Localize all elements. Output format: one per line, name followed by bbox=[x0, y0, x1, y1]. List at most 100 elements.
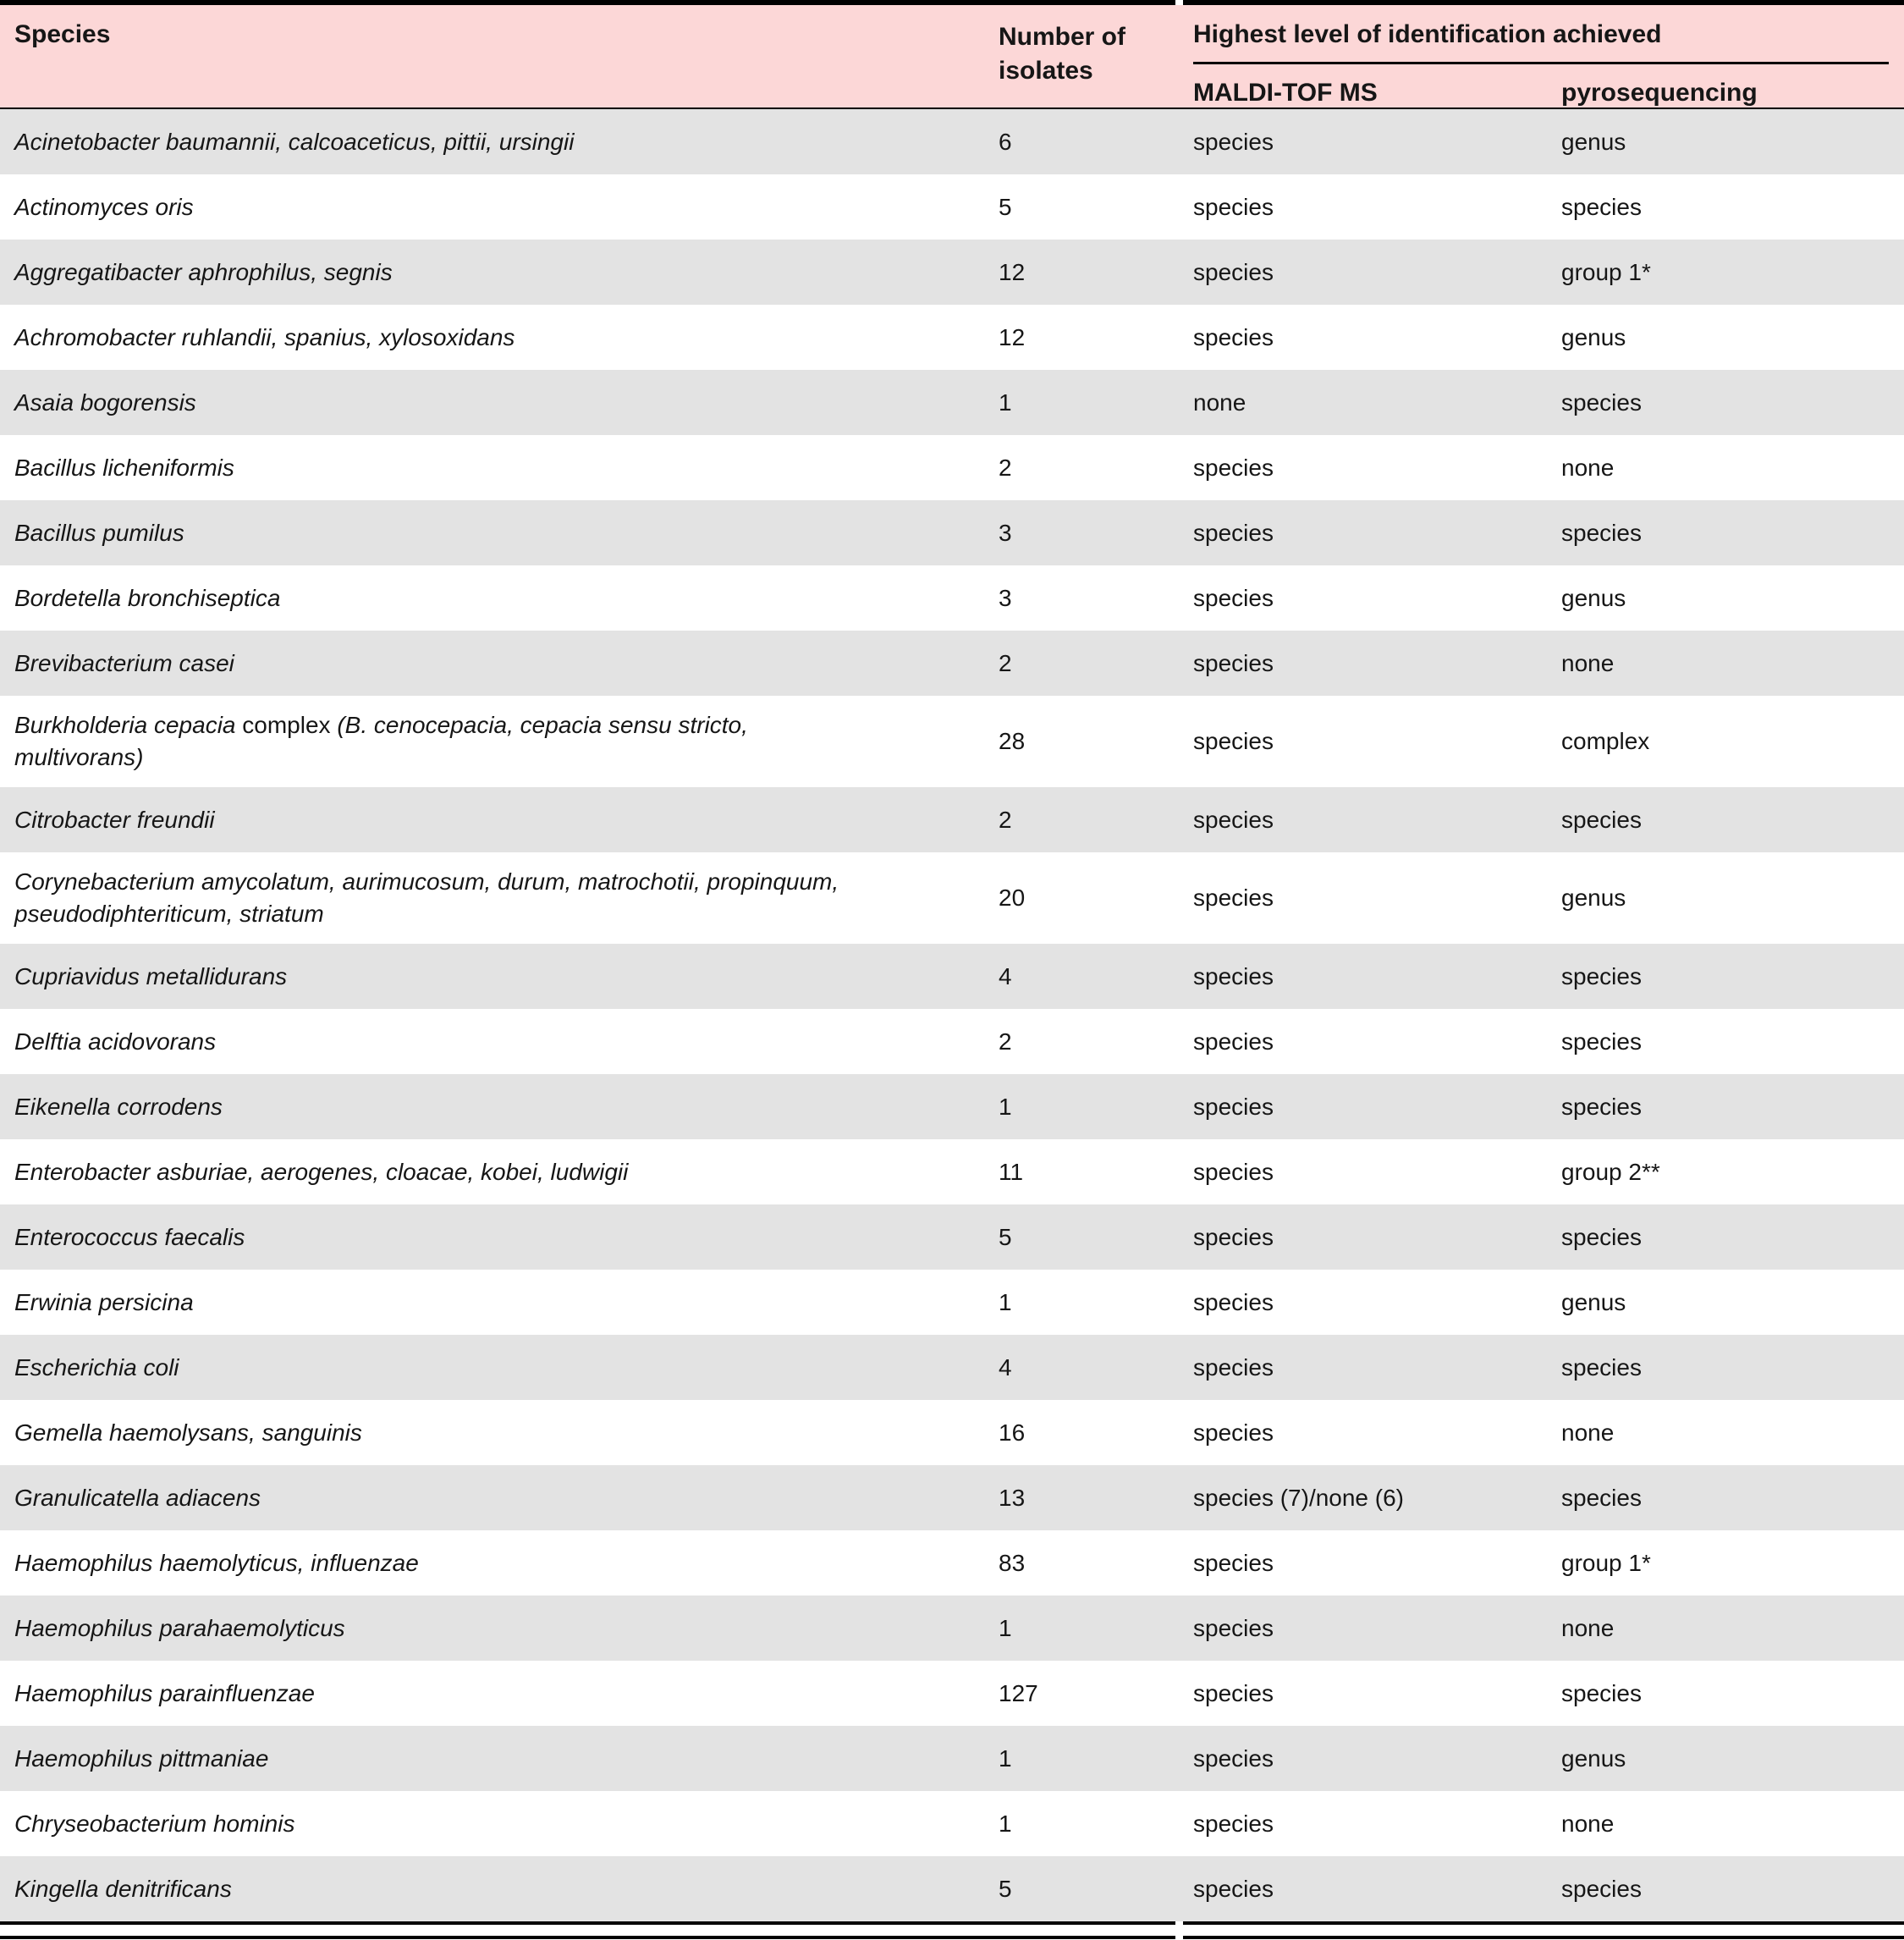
maldi-result-cell: species bbox=[1193, 519, 1274, 546]
pyrosequencing-result-cell: genus bbox=[1561, 128, 1626, 155]
isolates-cell: 127 bbox=[999, 1679, 1038, 1706]
table-row: Gemella haemolysans, sanguinis 16 species n… bbox=[0, 1400, 1904, 1465]
top-border bbox=[0, 0, 1904, 5]
maldi-result-cell: species bbox=[1193, 1810, 1274, 1837]
species-cell: Burkholderia cepacia complex (B. cenocep… bbox=[0, 696, 986, 787]
maldi-result-cell: species bbox=[1193, 1549, 1274, 1576]
bottom-border-inner-gap bbox=[1175, 1936, 1183, 1939]
species-cell: Haemophilus parainfluenzae bbox=[0, 1664, 986, 1723]
bottom-border-outer-left bbox=[0, 1921, 1175, 1925]
species-name-segment: Haemophilus haemolyticus, influenzae bbox=[14, 1549, 419, 1576]
table-row: Bacillus pumilus 3 species species bbox=[0, 500, 1904, 565]
pyrosequencing-result-cell: none bbox=[1561, 454, 1615, 481]
pyrosequencing-result-cell: species bbox=[1561, 519, 1642, 546]
species-cell: Aggregatibacter aphrophilus, segnis bbox=[0, 243, 986, 302]
isolates-cell: 6 bbox=[999, 128, 1012, 155]
species-cell: Granulicatella adiacens bbox=[0, 1469, 986, 1528]
species-name-segment: (B. cenocepacia, cepacia sensu stricto, … bbox=[14, 712, 748, 770]
isolates-cell: 28 bbox=[999, 728, 1026, 754]
table-row: Asaia bogorensis 1 none species bbox=[0, 370, 1904, 435]
species-name-segment: Gemella haemolysans, sanguinis bbox=[14, 1419, 362, 1446]
pyrosequencing-result-cell: group 1* bbox=[1561, 1549, 1651, 1576]
maldi-result-cell: species bbox=[1193, 1614, 1274, 1641]
table-row: Acinetobacter baumannii, calcoaceticus, … bbox=[0, 109, 1904, 174]
pyrosequencing-result-cell: genus bbox=[1561, 323, 1626, 350]
pyrosequencing-result-cell: none bbox=[1561, 1810, 1615, 1837]
species-name-segment: Bordetella bronchiseptica bbox=[14, 584, 281, 611]
table-header: Species Number of isolates Highest level… bbox=[0, 5, 1904, 107]
maldi-result-cell: species bbox=[1193, 806, 1274, 833]
species-cell: Chryseobacterium hominis bbox=[0, 1794, 986, 1854]
maldi-result-cell: species bbox=[1193, 1028, 1274, 1055]
table-row: Corynebacterium amycolatum, aurimucosum,… bbox=[0, 852, 1904, 944]
species-cell: Asaia bogorensis bbox=[0, 373, 986, 433]
table-row: Chryseobacterium hominis 1 species none bbox=[0, 1791, 1904, 1856]
maldi-result-cell: species bbox=[1193, 1353, 1274, 1381]
species-cell: Citrobacter freundii bbox=[0, 791, 986, 850]
top-border-right bbox=[1183, 0, 1904, 5]
pyrosequencing-result-cell: species bbox=[1561, 1353, 1642, 1381]
maldi-result-cell: species bbox=[1193, 885, 1274, 911]
species-name-segment: Bacillus pumilus bbox=[14, 519, 184, 546]
pyrosequencing-result-cell: species bbox=[1561, 193, 1642, 220]
table-row: Bacillus licheniformis 2 species none bbox=[0, 435, 1904, 500]
table-row: Citrobacter freundii 2 species species bbox=[0, 787, 1904, 852]
pyrosequencing-result-cell: genus bbox=[1561, 1288, 1626, 1315]
isolates-cell: 5 bbox=[999, 1875, 1012, 1902]
pyrosequencing-result-cell: species bbox=[1561, 806, 1642, 833]
isolates-cell: 2 bbox=[999, 1028, 1012, 1055]
pyrosequencing-result-cell: none bbox=[1561, 1614, 1615, 1641]
species-name-segment: Kingella denitrificans bbox=[14, 1875, 232, 1902]
bottom-border-outer-right bbox=[1183, 1921, 1904, 1925]
species-name-segment: Erwinia persicina bbox=[14, 1288, 194, 1315]
pyrosequencing-result-cell: species bbox=[1561, 1093, 1642, 1120]
maldi-result-cell: species bbox=[1193, 1744, 1274, 1772]
species-cell: Erwinia persicina bbox=[0, 1273, 986, 1332]
species-name-segment: Acinetobacter baumannii, calcoaceticus, … bbox=[14, 128, 575, 155]
species-cell: Cupriavidus metallidurans bbox=[0, 947, 986, 1006]
species-cell: Corynebacterium amycolatum, aurimucosum,… bbox=[0, 852, 986, 944]
species-name-segment: Asaia bogorensis bbox=[14, 389, 196, 416]
table-row: Achromobacter ruhlandii, spanius, xyloso… bbox=[0, 305, 1904, 370]
table-row: Haemophilus parahaemolyticus 1 species none bbox=[0, 1596, 1904, 1661]
species-cell: Acinetobacter baumannii, calcoaceticus, … bbox=[0, 113, 986, 172]
group-header-title: Highest level of identification achieved bbox=[1193, 20, 1662, 48]
species-cell: Haemophilus pittmaniae bbox=[0, 1729, 986, 1788]
isolates-cell: 12 bbox=[999, 258, 1026, 285]
isolates-cell: 11 bbox=[999, 1158, 1024, 1185]
pyrosequencing-result-cell: genus bbox=[1561, 885, 1626, 911]
col-header-maldi: MALDI-TOF MS bbox=[1193, 79, 1378, 107]
species-name-segment: Brevibacterium casei bbox=[14, 649, 234, 676]
table-row: Bordetella bronchiseptica 3 species genus bbox=[0, 565, 1904, 631]
maldi-result-cell: species bbox=[1193, 728, 1274, 754]
pyrosequencing-result-cell: genus bbox=[1561, 1744, 1626, 1772]
species-cell: Haemophilus parahaemolyticus bbox=[0, 1599, 986, 1658]
species-name-segment: Enterococcus faecalis bbox=[14, 1223, 245, 1250]
isolates-cell: 3 bbox=[999, 519, 1012, 546]
maldi-result-cell: species bbox=[1193, 258, 1274, 285]
isolates-cell: 3 bbox=[999, 584, 1012, 611]
pyrosequencing-result-cell: group 1* bbox=[1561, 258, 1651, 285]
maldi-result-cell: species bbox=[1193, 454, 1274, 481]
group-subheaders: MALDI-TOF MS pyrosequencing bbox=[1193, 79, 1889, 107]
species-name-segment: Delftia acidovorans bbox=[14, 1028, 217, 1055]
isolates-cell: 1 bbox=[999, 1288, 1012, 1315]
species-name-segment: Chryseobacterium hominis bbox=[14, 1810, 295, 1837]
species-cell: Delftia acidovorans bbox=[0, 1012, 986, 1072]
isolates-cell: 2 bbox=[999, 649, 1012, 676]
isolates-cell: 1 bbox=[999, 1744, 1012, 1772]
species-name-segment: Enterobacter asburiae, aerogenes, cloaca… bbox=[14, 1158, 629, 1185]
species-name-segment: Bacillus licheniformis bbox=[14, 454, 234, 481]
table-row: Enterococcus faecalis 5 species species bbox=[0, 1204, 1904, 1270]
pyrosequencing-result-cell: species bbox=[1561, 1484, 1642, 1511]
isolates-cell: 5 bbox=[999, 193, 1012, 220]
table-body: Acinetobacter baumannii, calcoaceticus, … bbox=[0, 109, 1904, 1921]
group-header-underline bbox=[1193, 62, 1889, 64]
table-row: Escherichia coli 4 species species bbox=[0, 1335, 1904, 1400]
table-row: Haemophilus pittmaniae 1 species genus bbox=[0, 1726, 1904, 1791]
maldi-result-cell: species bbox=[1193, 649, 1274, 676]
maldi-result-cell: species bbox=[1193, 1288, 1274, 1315]
maldi-result-cell: species bbox=[1193, 193, 1274, 220]
species-name-segment: Achromobacter ruhlandii, spanius, xyloso… bbox=[14, 323, 515, 350]
table-row: Burkholderia cepacia complex (B. cenocep… bbox=[0, 696, 1904, 787]
